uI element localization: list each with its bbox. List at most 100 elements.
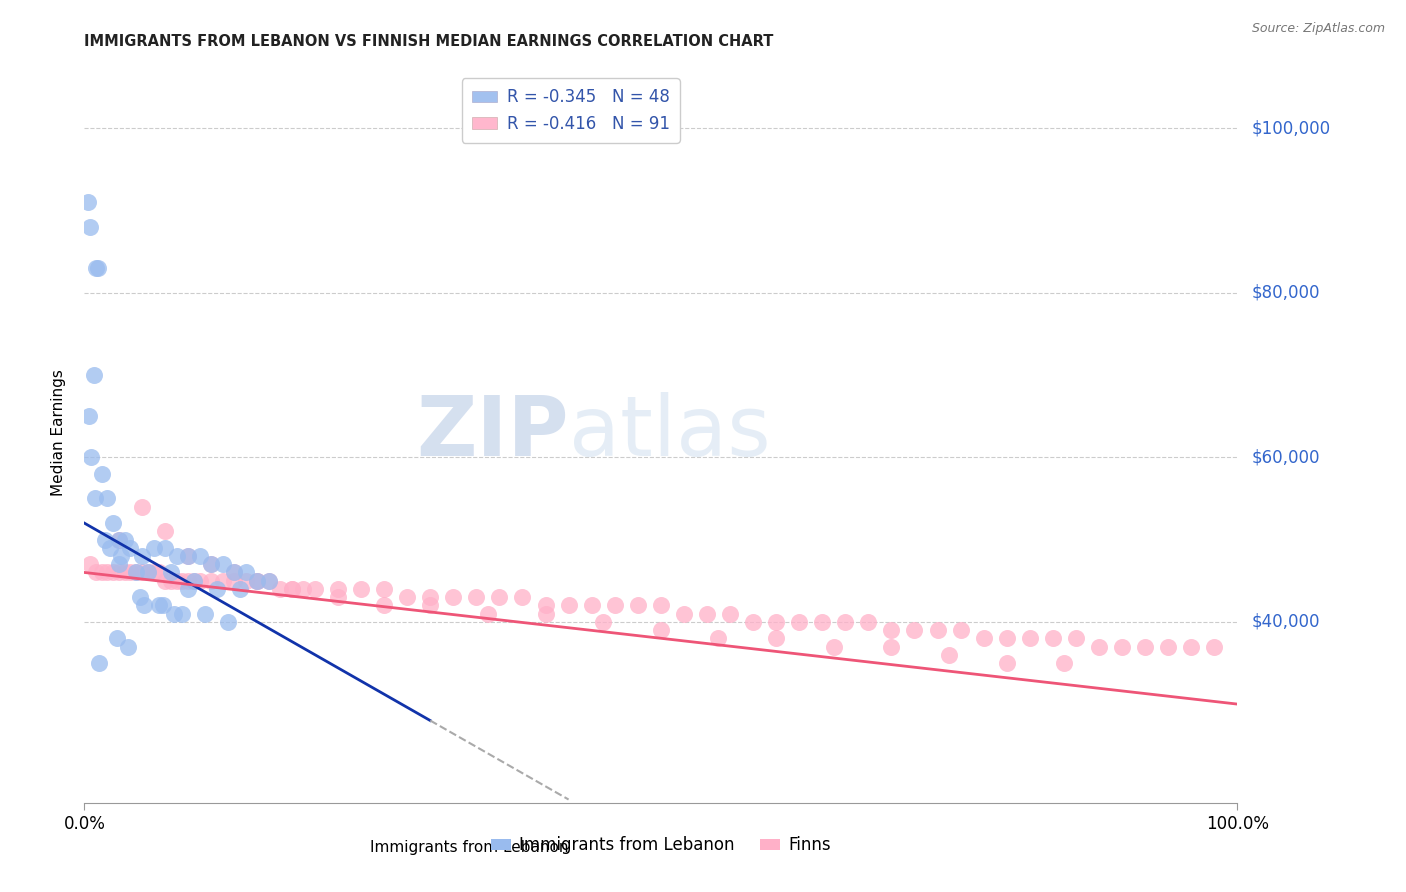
Point bbox=[373, 599, 395, 613]
Point bbox=[373, 582, 395, 596]
Point bbox=[200, 558, 222, 572]
Point bbox=[627, 599, 650, 613]
Legend: Immigrants from Lebanon, Finns: Immigrants from Lebanon, Finns bbox=[484, 830, 838, 861]
Point bbox=[880, 640, 903, 654]
Point bbox=[163, 607, 186, 621]
Point bbox=[211, 574, 233, 588]
Point bbox=[105, 632, 128, 646]
Point bbox=[603, 599, 626, 613]
Point bbox=[152, 599, 174, 613]
Point bbox=[488, 590, 510, 604]
Point bbox=[742, 615, 765, 629]
Point bbox=[903, 623, 925, 637]
Text: $60,000: $60,000 bbox=[1251, 449, 1320, 467]
Point bbox=[125, 566, 148, 580]
Point bbox=[1180, 640, 1202, 654]
Point bbox=[811, 615, 834, 629]
Point bbox=[927, 623, 949, 637]
Point bbox=[1018, 632, 1040, 646]
Point bbox=[787, 615, 810, 629]
Point bbox=[148, 599, 170, 613]
Point bbox=[188, 574, 211, 588]
Point bbox=[581, 599, 603, 613]
Point bbox=[131, 549, 153, 563]
Y-axis label: Median Earnings: Median Earnings bbox=[51, 369, 66, 496]
Point bbox=[84, 261, 107, 276]
Point bbox=[79, 219, 101, 234]
Point bbox=[96, 566, 118, 580]
Point bbox=[87, 261, 110, 276]
Point bbox=[650, 599, 672, 613]
Point bbox=[142, 566, 165, 580]
Point bbox=[114, 533, 136, 547]
Point bbox=[183, 574, 205, 588]
Point bbox=[718, 607, 741, 621]
Point bbox=[77, 409, 100, 424]
Point bbox=[326, 590, 349, 604]
Point bbox=[1053, 656, 1076, 670]
Point bbox=[172, 574, 194, 588]
Point bbox=[1088, 640, 1111, 654]
Point bbox=[80, 450, 103, 465]
Point bbox=[94, 533, 117, 547]
Point bbox=[224, 574, 246, 588]
Point bbox=[98, 541, 121, 555]
Point bbox=[177, 549, 200, 563]
Point bbox=[995, 632, 1018, 646]
Point bbox=[117, 640, 139, 654]
Point bbox=[110, 549, 132, 563]
Point bbox=[84, 566, 107, 580]
Text: Immigrants from Lebanon: Immigrants from Lebanon bbox=[370, 839, 568, 855]
Point bbox=[131, 500, 153, 514]
Point bbox=[128, 590, 150, 604]
Point bbox=[441, 590, 464, 604]
Point bbox=[83, 368, 105, 382]
Point bbox=[1204, 640, 1226, 654]
Point bbox=[90, 467, 112, 481]
Point bbox=[949, 623, 972, 637]
Point bbox=[229, 582, 252, 596]
Point bbox=[465, 590, 488, 604]
Point bbox=[823, 640, 845, 654]
Point bbox=[194, 607, 217, 621]
Point bbox=[650, 623, 672, 637]
Point bbox=[1133, 640, 1156, 654]
Point bbox=[512, 590, 534, 604]
Point bbox=[292, 582, 315, 596]
Point bbox=[326, 582, 349, 596]
Point bbox=[224, 566, 246, 580]
Point bbox=[136, 566, 159, 580]
Point bbox=[108, 533, 131, 547]
Point bbox=[148, 566, 170, 580]
Point bbox=[79, 558, 101, 572]
Text: $40,000: $40,000 bbox=[1251, 613, 1320, 631]
Point bbox=[114, 566, 136, 580]
Text: $80,000: $80,000 bbox=[1251, 284, 1320, 301]
Point bbox=[938, 648, 960, 662]
Point bbox=[973, 632, 995, 646]
Point bbox=[246, 574, 269, 588]
Point bbox=[125, 566, 148, 580]
Point bbox=[304, 582, 326, 596]
Point bbox=[211, 558, 233, 572]
Point bbox=[257, 574, 280, 588]
Point bbox=[246, 574, 269, 588]
Point bbox=[166, 549, 188, 563]
Point bbox=[707, 632, 730, 646]
Point bbox=[76, 195, 98, 210]
Point bbox=[177, 549, 200, 563]
Point bbox=[200, 574, 222, 588]
Point bbox=[172, 607, 194, 621]
Point bbox=[1064, 632, 1087, 646]
Point bbox=[108, 533, 131, 547]
Text: Source: ZipAtlas.com: Source: ZipAtlas.com bbox=[1251, 22, 1385, 36]
Point bbox=[224, 566, 246, 580]
Point bbox=[672, 607, 695, 621]
Point bbox=[153, 574, 176, 588]
Point bbox=[83, 491, 105, 506]
Text: atlas: atlas bbox=[568, 392, 770, 473]
Point bbox=[89, 656, 111, 670]
Point bbox=[419, 590, 441, 604]
Point bbox=[765, 632, 787, 646]
Point bbox=[188, 549, 211, 563]
